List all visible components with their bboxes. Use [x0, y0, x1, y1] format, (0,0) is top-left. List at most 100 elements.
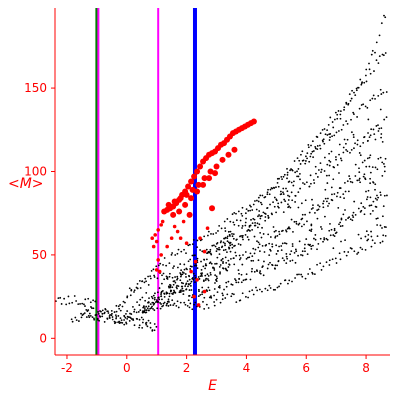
black-point [276, 181, 279, 184]
black-point [248, 290, 251, 293]
black-point [373, 133, 376, 136]
black-point [358, 107, 361, 110]
black-point [314, 145, 317, 148]
black-point [275, 211, 277, 214]
black-point [299, 172, 301, 175]
black-point [345, 102, 348, 105]
black-point [356, 179, 359, 182]
black-point [158, 287, 161, 289]
black-point [199, 293, 202, 296]
black-point [341, 224, 344, 227]
black-point [205, 277, 208, 280]
black-point [258, 223, 261, 226]
black-point [229, 250, 232, 253]
black-point [215, 278, 217, 281]
black-point [221, 257, 224, 260]
black-point [330, 150, 333, 153]
black-point [330, 186, 333, 189]
black-point [91, 307, 93, 310]
red-point [202, 289, 207, 294]
black-point [304, 243, 306, 246]
black-point [280, 249, 283, 252]
black-point [234, 244, 236, 247]
black-point [258, 210, 261, 212]
red-point [194, 168, 201, 175]
black-point [333, 229, 336, 232]
black-point [320, 269, 323, 271]
black-point [272, 201, 274, 204]
black-point [155, 325, 158, 328]
black-point [355, 87, 358, 90]
black-point [328, 264, 331, 266]
black-point [287, 227, 290, 230]
black-point [203, 235, 206, 238]
black-point [179, 301, 182, 304]
black-point [232, 237, 235, 240]
black-point [329, 116, 332, 119]
black-point [193, 303, 196, 306]
black-point [238, 277, 241, 280]
black-point [119, 309, 122, 312]
black-point [328, 174, 331, 177]
black-series [54, 14, 388, 332]
black-point [172, 283, 175, 286]
black-point [226, 251, 228, 254]
black-point [228, 233, 231, 236]
black-point [201, 293, 204, 296]
black-point [95, 313, 98, 316]
black-point [162, 272, 165, 275]
black-point [153, 298, 156, 301]
black-point [119, 304, 121, 306]
black-point [323, 170, 326, 172]
black-point [346, 180, 349, 183]
black-point [244, 233, 247, 236]
black-point [300, 254, 302, 256]
black-point [346, 122, 349, 125]
black-point [303, 183, 306, 185]
black-point [176, 287, 178, 290]
black-point [230, 257, 232, 260]
red-point [165, 244, 169, 249]
black-point [111, 318, 114, 321]
black-point [294, 261, 297, 264]
black-point [266, 289, 269, 292]
black-point [132, 305, 134, 308]
red-point [212, 170, 219, 177]
black-point [353, 250, 356, 253]
black-point [82, 313, 85, 316]
black-point [357, 207, 360, 210]
black-point [242, 238, 244, 241]
black-point [138, 280, 141, 282]
black-point [350, 149, 353, 151]
black-point [207, 278, 209, 280]
black-point [333, 134, 336, 137]
black-point [354, 94, 357, 97]
black-point [374, 197, 377, 200]
black-point [276, 250, 279, 252]
black-point [65, 303, 68, 306]
black-point [127, 316, 130, 318]
black-point [335, 131, 338, 134]
black-point [350, 118, 352, 121]
black-point [324, 197, 327, 200]
black-point [174, 276, 176, 278]
black-point [366, 106, 369, 109]
black-point [227, 230, 230, 233]
black-point [360, 83, 363, 86]
black-point [163, 257, 166, 259]
black-point [224, 297, 227, 299]
black-point [181, 285, 184, 288]
black-point [249, 229, 251, 232]
black-point [342, 124, 345, 126]
black-point [220, 259, 223, 261]
black-point [259, 250, 261, 253]
black-point [174, 291, 177, 294]
black-point [348, 216, 351, 219]
black-point [160, 303, 162, 305]
black-point [258, 243, 261, 246]
black-point [257, 215, 259, 218]
black-point [313, 273, 316, 276]
black-point [216, 242, 219, 244]
black-point [258, 214, 260, 216]
black-point [290, 250, 293, 253]
